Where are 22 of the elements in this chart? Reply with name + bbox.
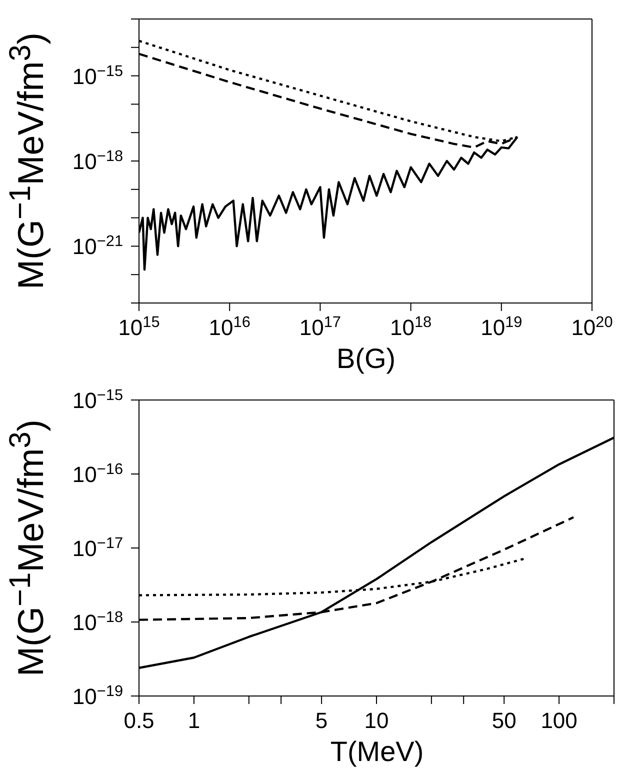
y-tick-label: 10$^{−19}$ xyxy=(72,682,123,709)
x-tick-label: 5 xyxy=(315,708,328,733)
y-tick-label: 10$^{−17}$ xyxy=(72,534,123,561)
x-tick-label: 10$^{15}$ xyxy=(118,314,160,340)
y-tick-label: 10$^{−16}$ xyxy=(72,460,123,487)
x-tick-label: 100 xyxy=(540,708,578,733)
y-tick-label: 10$^{−21}$ xyxy=(72,232,123,260)
x-axis-title: T(MeV) xyxy=(330,736,424,768)
x-tick-label: 10$^{16}$ xyxy=(208,314,250,340)
x-tick-label: 0.5 xyxy=(124,708,154,733)
y-tick-label: 10$^{−15}$ xyxy=(72,62,123,89)
x-tick-label: 10$^{18}$ xyxy=(390,314,432,340)
x-tick-label: 10$^{19}$ xyxy=(480,314,522,340)
x-tick-label: 1 xyxy=(188,708,200,733)
x-tick-label: 10$^{17}$ xyxy=(299,314,342,340)
y-tick-label: 10$^{−18}$ xyxy=(72,608,123,635)
y-tick-label: 10$^{−18}$ xyxy=(72,148,123,174)
y-tick-label: 10$^{−15}$ xyxy=(72,386,123,413)
x-tick-label: 10 xyxy=(364,708,389,733)
x-tick-label: 50 xyxy=(492,708,516,733)
x-axis-title: B(G) xyxy=(336,343,396,375)
x-tick-label: 10$^{20}$ xyxy=(571,314,613,340)
